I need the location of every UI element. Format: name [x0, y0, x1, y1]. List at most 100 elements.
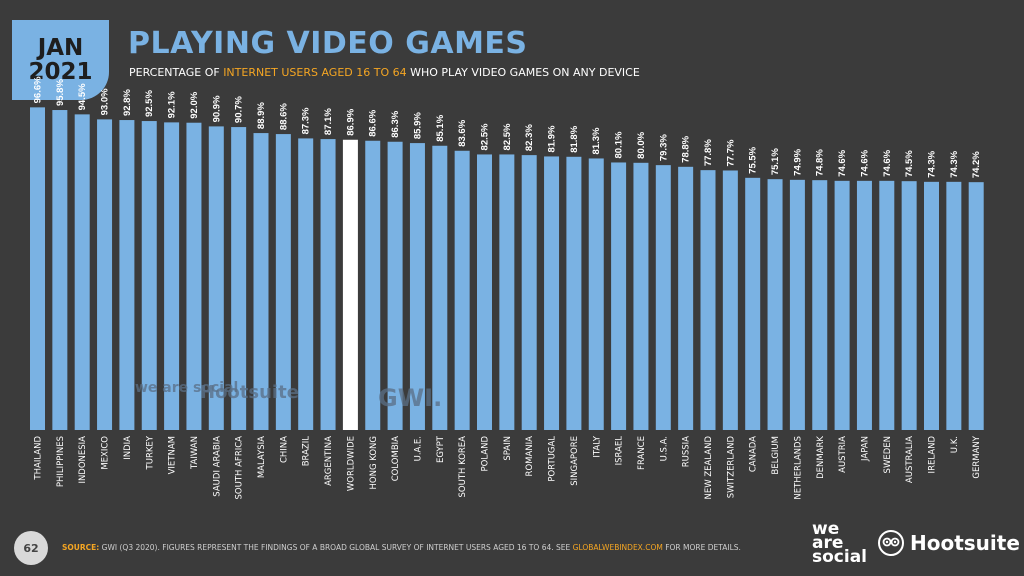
bar-hong-kong [365, 140, 381, 431]
value-label: 81.3% [591, 127, 602, 154]
date-year: 2021 [28, 59, 93, 85]
value-label: 74.3% [949, 150, 960, 177]
category-label: VIETNAM [168, 436, 178, 474]
value-label: 92.1% [167, 91, 178, 118]
value-label: 74.8% [815, 149, 826, 176]
value-label: 81.8% [569, 125, 580, 152]
value-label: 82.5% [480, 123, 491, 150]
bar-netherlands [789, 179, 805, 430]
bar-china [275, 134, 291, 431]
value-label: 94.5% [77, 83, 88, 110]
bar-thailand [30, 107, 45, 430]
category-label: INDIA [123, 436, 133, 460]
bar-philippines [52, 110, 68, 430]
source-link[interactable]: GLOBALWEBINDEX.COM [572, 543, 663, 552]
category-label: HONG KONG [369, 436, 379, 489]
category-label: NEW ZEALAND [704, 436, 714, 500]
bar-indonesia [74, 114, 90, 431]
value-label: 93.0% [100, 88, 111, 115]
value-label: 85.9% [412, 112, 423, 139]
category-label: SWITZERLAND [726, 436, 736, 499]
source-label: SOURCE: [62, 543, 100, 552]
bar-spain [499, 154, 515, 430]
category-label: FRANCE [637, 436, 647, 470]
bar-new-zealand [700, 170, 716, 430]
value-label: 74.3% [927, 150, 938, 177]
source-text: GWI (Q3 2020). FIGURES REPRESENT THE FIN… [99, 543, 573, 552]
value-label: 90.9% [211, 95, 222, 122]
value-label: 74.5% [904, 150, 915, 177]
category-label: WORLDWIDE [346, 436, 356, 491]
bar-u-s-a- [655, 165, 671, 430]
subtitle-post: WHO PLAY VIDEO GAMES ON ANY DEVICE [406, 66, 640, 79]
bar-egypt [432, 145, 448, 431]
bar-germany [968, 182, 984, 430]
value-label: 95.8% [55, 79, 66, 106]
category-label: RUSSIA [682, 436, 692, 467]
bar-belgium [767, 179, 783, 430]
value-label: 86.3% [390, 110, 401, 137]
value-label: 74.6% [837, 149, 848, 176]
category-label: GERMANY [972, 435, 982, 478]
value-label: 92.5% [144, 90, 155, 117]
bar-switzerland [722, 170, 738, 430]
page-number: 62 [14, 531, 48, 565]
page-subtitle: PERCENTAGE OF INTERNET USERS AGED 16 TO … [129, 66, 640, 79]
source-end: FOR MORE DETAILS. [662, 543, 741, 552]
date-badge: JAN 2021 [12, 20, 109, 100]
hootsuite-logo-text: Hootsuite [910, 531, 1020, 555]
bar-vietnam [164, 122, 180, 431]
subtitle-highlight: INTERNET USERS AGED 16 TO 64 [223, 66, 407, 79]
value-label: 81.9% [547, 125, 558, 152]
bar-malaysia [253, 133, 269, 430]
category-label: SAUDI ARABIA [212, 436, 222, 497]
category-label: U.S.A. [659, 436, 669, 461]
category-label: IRELAND [928, 436, 938, 474]
value-label: 82.3% [524, 124, 535, 151]
category-label: ROMANIA [525, 436, 535, 477]
bar-portugal [544, 156, 560, 431]
bar-poland [477, 154, 492, 430]
category-label: TURKEY [145, 435, 155, 470]
category-label: COLOMBIA [391, 436, 401, 481]
value-label: 80.0% [636, 131, 647, 158]
bar-brazil [298, 138, 314, 430]
category-label: BRAZIL [302, 436, 312, 467]
watermark-hootsuite: Hootsuite [200, 382, 299, 403]
category-label: SWEDEN [883, 436, 893, 473]
category-label: AUSTRALIA [905, 436, 915, 483]
bar-denmark [812, 180, 828, 430]
bar-taiwan [186, 122, 202, 430]
value-label: 96.6% [33, 76, 44, 103]
value-label: 87.3% [301, 107, 312, 134]
bar-u-a-e- [409, 143, 425, 430]
category-label: TAIWAN [190, 436, 200, 470]
category-label: MEXICO [101, 436, 111, 470]
value-label: 85.1% [435, 114, 446, 141]
bar-argentina [320, 139, 336, 430]
value-label: 92.0% [189, 91, 200, 118]
category-label: POLAND [481, 436, 491, 472]
bar-mexico [97, 119, 113, 430]
category-label: JAPAN [860, 436, 870, 462]
category-label: EGYPT [436, 435, 446, 463]
category-label: ARGENTINA [324, 436, 334, 486]
value-label: 75.5% [748, 146, 759, 173]
page-title: PLAYING VIDEO GAMES [128, 26, 528, 61]
value-label: 88.9% [256, 102, 267, 129]
watermark-was: we are social [135, 380, 239, 396]
category-label: INDONESIA [78, 436, 88, 484]
value-label: 80.1% [614, 131, 625, 158]
bar-austria [834, 180, 850, 430]
bar-sweden [879, 180, 895, 430]
category-label: PHILIPPINES [56, 436, 66, 487]
value-label: 83.6% [457, 119, 468, 146]
category-label: SOUTH KOREA [458, 436, 468, 498]
bar-ireland [924, 181, 939, 430]
category-label: U.A.E. [413, 436, 423, 461]
category-label: AUSTRIA [838, 436, 848, 473]
bar-south-africa [231, 127, 247, 430]
bar-canada [745, 177, 761, 430]
bar-israel [611, 162, 627, 430]
